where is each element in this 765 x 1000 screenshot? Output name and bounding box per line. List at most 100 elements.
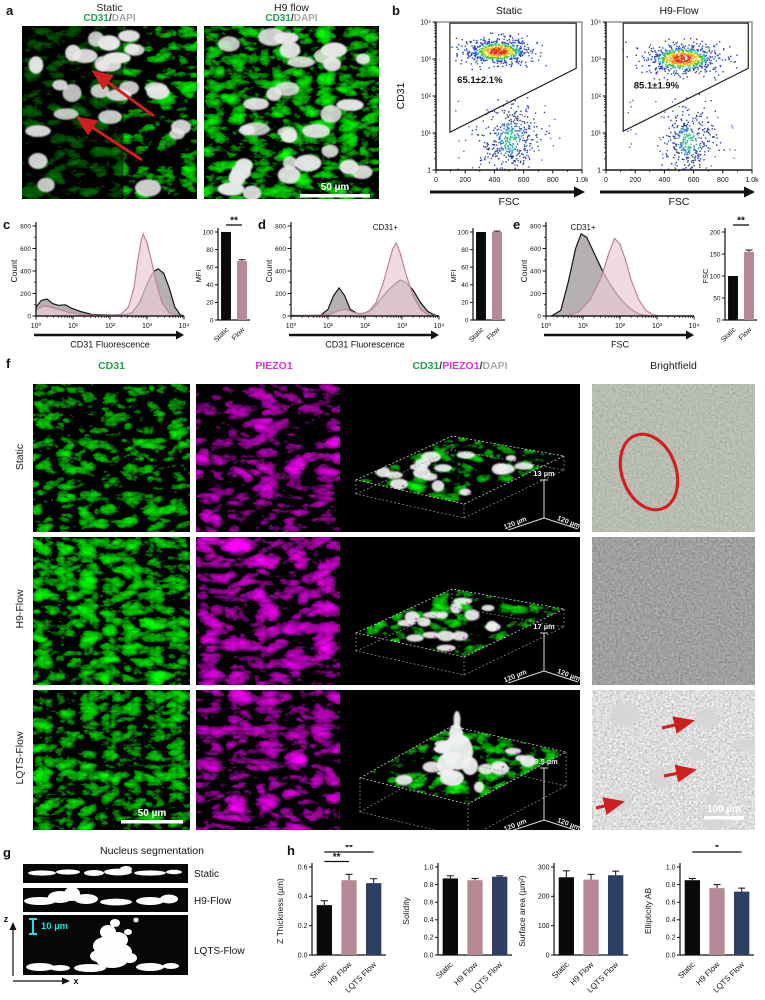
micrograph-f-h9flow-brightfield (592, 537, 755, 685)
svg-text:Flow: Flow (231, 326, 247, 342)
svg-text:100: 100 (710, 273, 721, 280)
svg-text:MFI: MFI (194, 270, 203, 283)
micrograph-f-static-cd31 (33, 384, 190, 532)
svg-text:FSC: FSC (611, 340, 630, 350)
svg-text:0.4: 0.4 (666, 917, 676, 924)
svg-text:Static: Static (550, 960, 571, 981)
svg-text:CD31+: CD31+ (373, 223, 398, 232)
svg-text:600: 600 (530, 246, 541, 253)
svg-text:40: 40 (461, 282, 469, 289)
svg-text:Flow: Flow (486, 326, 502, 342)
stain-slash: / (290, 13, 294, 24)
svg-text:Z Thickness (µm): Z Thickness (µm) (275, 878, 285, 944)
svg-text:Static: Static (676, 960, 697, 981)
svg-text:100: 100 (538, 923, 550, 930)
panel-label-c: c (3, 217, 11, 232)
svg-text:600: 600 (518, 177, 530, 184)
svg-text:CD31 Fluorescence: CD31 Fluorescence (70, 340, 150, 350)
svg-text:10³: 10³ (591, 56, 602, 63)
svg-text:Static: Static (720, 326, 738, 344)
svg-text:400: 400 (659, 177, 671, 184)
svg-text:600: 600 (20, 246, 31, 253)
svg-text:1.0: 1.0 (666, 864, 676, 871)
svg-text:Nucleus segmentation: Nucleus segmentation (100, 845, 204, 857)
nucleus-segmentation-panel: Nucleus segmentation Static H9-Flow LQTS-Fl… (4, 845, 246, 986)
svg-text:400: 400 (489, 177, 501, 184)
svg-text:600: 600 (275, 246, 286, 253)
svg-text:10⁰: 10⁰ (31, 322, 42, 330)
stain-cd31: CD31 (83, 13, 109, 24)
svg-text:1: 1 (597, 167, 601, 174)
svg-text:10³: 10³ (421, 56, 432, 63)
svg-text:FSC: FSC (499, 196, 520, 208)
svg-text:0.6: 0.6 (424, 900, 434, 907)
svg-text:200: 200 (629, 177, 641, 184)
svg-text:10⁴: 10⁴ (434, 323, 445, 330)
svg-text:40: 40 (206, 282, 214, 289)
svg-text:Count: Count (519, 259, 529, 282)
svg-text:0.2: 0.2 (666, 935, 676, 942)
svg-text:10²: 10² (615, 323, 626, 330)
svg-text:0.6: 0.6 (298, 864, 308, 871)
svg-text:400: 400 (275, 268, 286, 275)
svg-text:LQTS-Flow: LQTS-Flow (194, 946, 245, 957)
svg-text:0.8: 0.8 (424, 882, 434, 889)
svg-text:50 µm: 50 µm (321, 182, 350, 193)
micrograph-f-lqtsflow-brightfield: 100 µm (592, 690, 755, 830)
micrograph-f-static-piezo1 (196, 384, 352, 532)
micrograph-f-h9flow-merge3d: 17 µm 120 µm 120 µm (340, 537, 580, 685)
svg-text:Static: Static (308, 960, 329, 981)
panel-label-d: d (258, 217, 266, 232)
panel-label-f: f (6, 356, 11, 371)
svg-text:0: 0 (434, 177, 438, 184)
svg-text:17 µm: 17 µm (533, 622, 555, 631)
f-row-label-lqtsflow: LQTS-Flow (14, 731, 26, 785)
svg-text:**: ** (737, 216, 745, 227)
svg-text:20: 20 (461, 300, 469, 307)
svg-text:50: 50 (713, 295, 721, 302)
svg-text:0: 0 (604, 177, 608, 184)
svg-text:Static: Static (434, 960, 455, 981)
svg-text:0: 0 (210, 317, 214, 324)
micrograph-a-static (22, 26, 197, 199)
svg-text:Count: Count (264, 259, 274, 282)
f-header-piezo1: PIEZO1 (255, 360, 293, 372)
svg-text:20: 20 (206, 300, 214, 307)
svg-text:0: 0 (282, 313, 286, 320)
panel-label-e: e (513, 217, 521, 232)
micrograph-f-lqtsflow-piezo1 (196, 690, 352, 830)
micrograph-f-static-brightfield (592, 384, 755, 532)
svg-text:0.2: 0.2 (424, 935, 434, 942)
svg-text:CD31: CD31 (395, 82, 407, 109)
merge-slash: / (479, 360, 483, 372)
svg-text:Static: Static (213, 326, 231, 344)
panel-label-b: b (392, 3, 400, 18)
svg-text:10⁴: 10⁴ (420, 19, 431, 26)
svg-text:0.4: 0.4 (298, 894, 308, 901)
svg-text:Surface area (µm²): Surface area (µm²) (517, 875, 527, 947)
merge-dapi: DAPI (482, 360, 508, 372)
panel-a-stain-h9flow: CD31/DAPI (204, 13, 379, 24)
svg-text:0.0: 0.0 (424, 952, 434, 959)
micrograph-a-h9flow: 50 µm (204, 26, 379, 199)
f-header-merge: CD31/PIEZO1/DAPI (340, 360, 580, 372)
svg-text:43.5 µm: 43.5 µm (530, 757, 558, 766)
svg-text:0.2: 0.2 (298, 923, 308, 930)
svg-text:1.0k: 1.0k (575, 177, 588, 184)
merge-slash: / (439, 360, 443, 372)
svg-text:1.0k: 1.0k (745, 177, 759, 184)
panel-label-g: g (3, 845, 11, 860)
svg-text:Ellipticity AB: Ellipticity AB (643, 888, 653, 935)
svg-text:CD31 Fluorescence: CD31 Fluorescence (325, 340, 405, 350)
svg-text:z: z (4, 914, 9, 924)
svg-text:10¹: 10¹ (421, 130, 432, 137)
panel-label-h: h (287, 843, 295, 858)
svg-text:Flow: Flow (738, 326, 754, 342)
svg-text:200: 200 (459, 177, 471, 184)
svg-text:60: 60 (206, 265, 214, 272)
micrograph-f-lqtsflow-merge3d: 43.5 µm 120 µm 120 µm (340, 690, 580, 830)
panel-a-title-h9flow: H9 flow (273, 2, 309, 14)
histogram-d: 0 200 400 600 800 10⁰ 10¹ 10² 10³ 10⁴ Count CD31 Fl… (264, 222, 445, 350)
f-header-brightfield: Brightfield (650, 360, 697, 372)
